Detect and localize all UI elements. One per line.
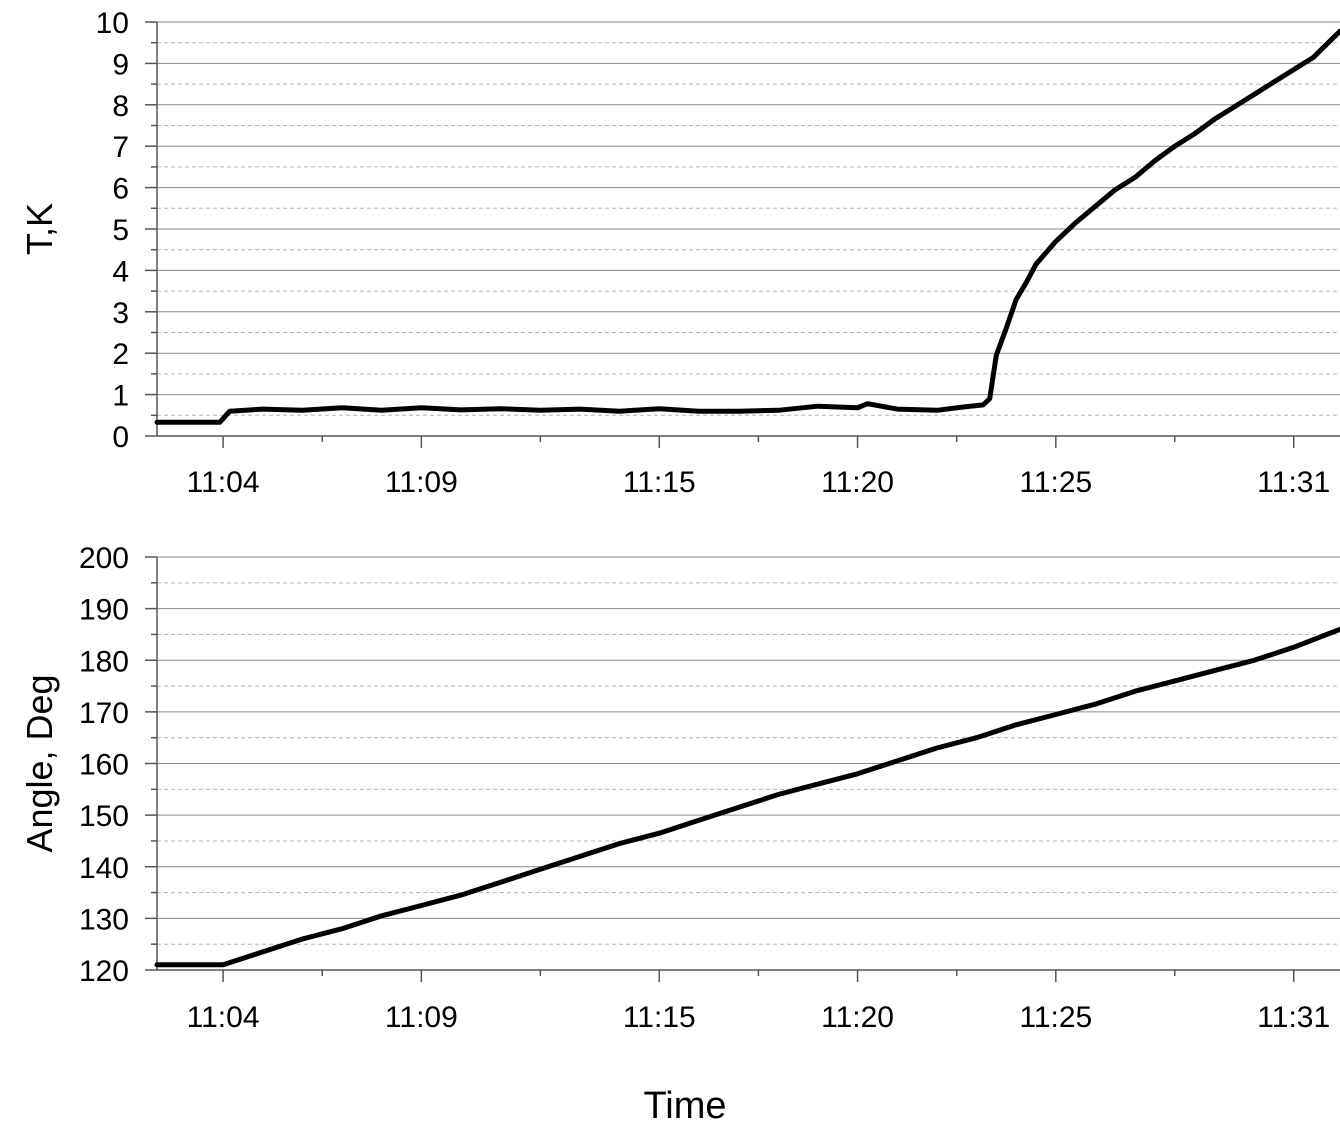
y-tick-label: 0 [112,421,129,454]
temperature-chart: 0 1 2 3 4 5 6 7 8 9 10 11:04 11:09 11:15 11:20 11:25 11:… [19,7,1340,499]
y-axis-title: T,K [19,203,60,255]
y-axis-title: Angle, Deg [19,674,60,852]
y-tick-label: 3 [112,297,129,330]
y-tick-label: 200 [79,542,129,575]
x-tick-label: 11:25 [1019,1001,1092,1034]
x-tick-label: 11:15 [623,466,696,499]
x-tick-label: 11:09 [385,1001,458,1034]
x-tick-label: 11:15 [623,1001,696,1034]
y-tick-label: 140 [79,852,129,885]
series-line [154,28,1340,425]
y-tick-label: 120 [79,955,129,988]
y-tick-label: 1 [112,380,129,413]
x-tick-label: 11:25 [1019,466,1092,499]
y-tick-label: 7 [112,131,129,164]
series-line [154,626,1340,968]
y-tick-label: 6 [112,173,129,206]
x-tick-label: 11:20 [821,1001,894,1034]
angle-chart: 120 130 140 150 160 170 180 190 200 11:04 11:09 11:… [19,542,1340,1034]
y-tick-label: 8 [112,90,129,123]
y-tick-label: 2 [112,338,129,371]
x-tick-label: 11:04 [187,466,260,499]
y-tick-label: 190 [79,594,129,627]
y-tick-label: 4 [112,255,129,288]
x-tick-label: 11:04 [187,1001,260,1034]
x-axis-title: Time [643,1085,726,1127]
y-tick-label: 160 [79,749,129,782]
y-tick-label: 5 [112,214,129,247]
x-tick-label: 11:09 [385,466,458,499]
x-tick-label: 11:31 [1257,1001,1330,1034]
y-tick-label: 180 [79,645,129,678]
x-tick-label: 11:31 [1257,466,1330,499]
y-tick-label: 10 [96,7,129,40]
x-tick-label: 11:20 [821,466,894,499]
y-tick-label: 170 [79,697,129,730]
y-tick-label: 9 [112,48,129,81]
y-tick-label: 130 [79,903,129,936]
y-tick-label: 150 [79,800,129,833]
